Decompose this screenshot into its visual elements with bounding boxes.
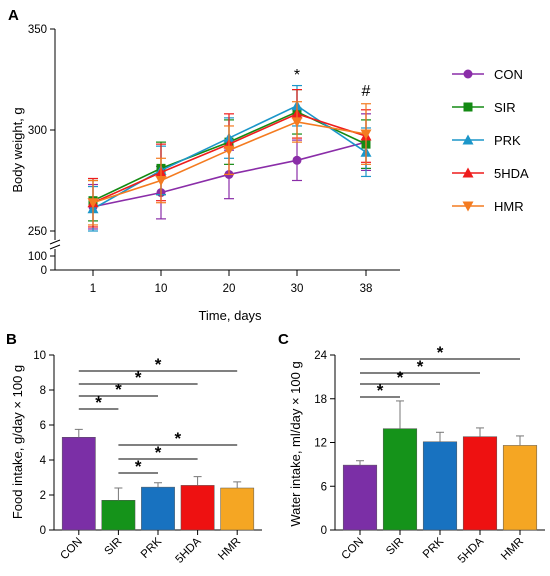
- series-hmr: [87, 101, 372, 226]
- bar-con: [61, 437, 96, 531]
- y-tick-label: 6: [40, 420, 46, 432]
- panel-a: A Body weight, g Time, days 250 300 350 0 10…: [8, 7, 529, 323]
- data-point: [155, 176, 167, 186]
- x-tick-label: SIR: [384, 536, 406, 558]
- significance-star: *: [174, 429, 181, 448]
- legend-marker: [462, 167, 474, 178]
- y-tick-label: 0: [41, 265, 47, 277]
- x-tick-label: HMR: [216, 536, 243, 563]
- significance-star: *: [95, 393, 102, 412]
- legend-label: CON: [494, 67, 523, 82]
- bar-5hda: [462, 436, 498, 531]
- y-tick-label: 12: [314, 438, 327, 450]
- x-tick-label: SIR: [102, 536, 124, 558]
- panel-a-ylabel: Body weight, g: [10, 107, 25, 192]
- y-tick-label: 250: [28, 226, 47, 238]
- significance-star: *: [155, 443, 162, 462]
- x-tick-label: 5HDA: [174, 535, 204, 565]
- bar-hmr: [220, 487, 255, 531]
- y-tick-label: 10: [33, 350, 46, 362]
- significance-annotation: *: [294, 67, 300, 84]
- x-tick-label: 5HDA: [456, 535, 486, 565]
- legend: CON SIR PRK 5HDA HMR: [452, 67, 529, 214]
- bar-sir: [101, 500, 136, 531]
- significance-annotation: #: [362, 83, 371, 100]
- significance-star: *: [397, 368, 404, 387]
- data-point: [360, 129, 372, 140]
- x-tick-label: HMR: [499, 536, 526, 563]
- bar-hmr: [502, 445, 538, 531]
- panel-a-axes: 250 300 350 0 100 1 10 20 30 38: [28, 24, 400, 295]
- x-tick-label: 38: [360, 283, 373, 295]
- panel-b-ylabel: Food intake, g/day × 100 g: [10, 365, 25, 519]
- y-tick-label: 4: [40, 455, 47, 467]
- x-tick-label: 1: [90, 283, 96, 295]
- legend-marker: [462, 201, 474, 212]
- y-tick-label: 100: [28, 251, 47, 263]
- panel-a-xlabel: Time, days: [198, 308, 262, 323]
- x-tick-label: CON: [58, 536, 85, 563]
- bar-con: [342, 464, 378, 531]
- significance-star: *: [377, 381, 384, 400]
- panel-a-annotations: *#: [294, 67, 371, 100]
- legend-label: SIR: [494, 100, 516, 115]
- x-tick-label: PRK: [421, 535, 446, 560]
- panel-a-letter: A: [8, 7, 19, 24]
- axis-break-mark: [49, 244, 61, 250]
- data-point: [223, 145, 235, 156]
- x-tick-label: 10: [155, 283, 168, 295]
- legend-marker: [462, 134, 474, 145]
- significance-star: *: [115, 380, 122, 399]
- panel-b-letter: B: [6, 331, 17, 348]
- y-tick-label: 2: [40, 490, 46, 502]
- significance-star: *: [155, 355, 162, 374]
- bar-5hda: [180, 485, 215, 531]
- data-point: [87, 198, 99, 209]
- panel-b-chart: 0 2 4 6 8 10 CON SIR PRK 5HDA HMR * * * * * * *: [33, 350, 262, 566]
- y-tick-label: 24: [314, 350, 327, 362]
- panel-c-chart: 0 6 12 18 24 CON SIR PRK 5HDA HMR * * * *: [314, 343, 545, 566]
- significance-star: *: [135, 457, 142, 476]
- panel-c-ylabel: Water intake, ml/day × 100 g: [288, 361, 303, 526]
- legend-marker: [463, 102, 473, 112]
- significance-star: *: [135, 368, 142, 387]
- y-tick-label: 0: [40, 525, 46, 537]
- axis-break-mark: [49, 239, 61, 245]
- bar-prk: [422, 441, 458, 531]
- data-point: [292, 155, 302, 165]
- y-tick-label: 8: [40, 385, 46, 397]
- bar-prk: [141, 486, 175, 531]
- y-tick-label: 0: [321, 525, 327, 537]
- x-tick-label: CON: [340, 536, 367, 563]
- legend-label: PRK: [494, 133, 521, 148]
- panel-c-letter: C: [278, 331, 289, 348]
- panel-b: B Food intake, g/day × 100 g 0 2 4 6 8 10 CON S…: [6, 331, 262, 566]
- legend-marker: [463, 69, 473, 79]
- data-point: [291, 117, 303, 128]
- bar-sir: [382, 428, 418, 531]
- significance-star: *: [437, 343, 444, 362]
- panel-a-series: [87, 84, 372, 232]
- y-tick-label: 18: [314, 394, 327, 406]
- y-tick-label: 350: [28, 24, 47, 36]
- x-tick-label: PRK: [139, 535, 164, 560]
- y-tick-label: 6: [321, 481, 327, 493]
- significance-star: *: [417, 357, 424, 376]
- legend-label: HMR: [494, 199, 524, 214]
- legend-label: 5HDA: [494, 166, 529, 181]
- x-tick-label: 20: [223, 283, 236, 295]
- x-tick-label: 30: [291, 283, 304, 295]
- panel-c: C Water intake, ml/day × 100 g 0 6 12 18 24 C…: [278, 331, 545, 566]
- y-tick-label: 300: [28, 125, 47, 137]
